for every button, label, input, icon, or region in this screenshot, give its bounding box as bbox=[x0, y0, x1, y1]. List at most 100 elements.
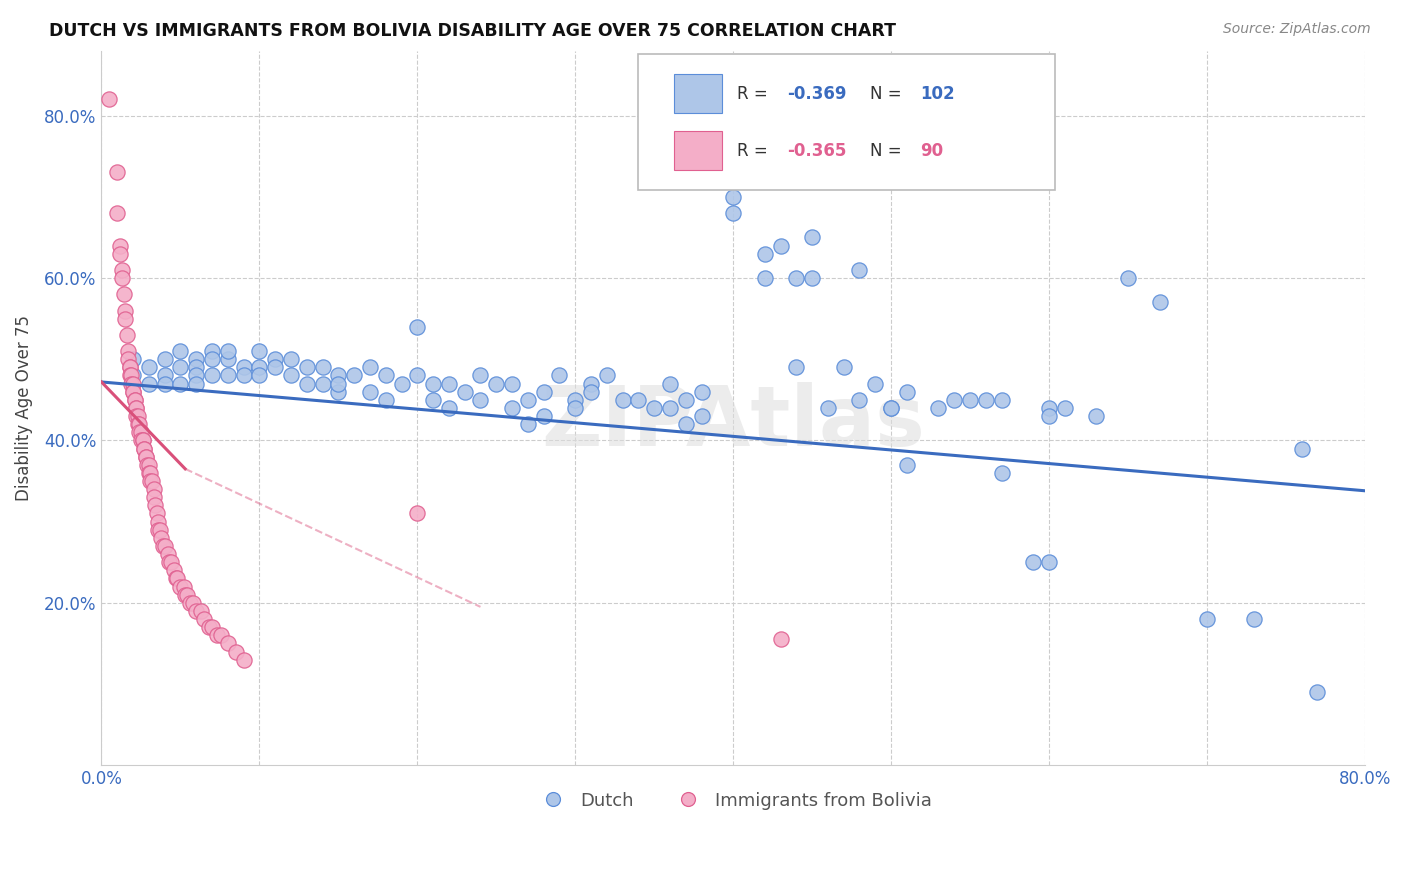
Point bbox=[1053, 401, 1076, 415]
Point bbox=[848, 392, 870, 407]
Point bbox=[801, 230, 824, 244]
Point bbox=[156, 547, 179, 561]
Point bbox=[111, 263, 134, 277]
Point bbox=[579, 384, 602, 399]
Point bbox=[132, 442, 155, 456]
Point bbox=[659, 376, 682, 391]
Point bbox=[125, 409, 148, 423]
Point bbox=[596, 368, 619, 383]
Point bbox=[880, 401, 903, 415]
Point bbox=[122, 352, 145, 367]
Point bbox=[785, 360, 807, 375]
Point bbox=[111, 271, 134, 285]
Point bbox=[232, 360, 254, 375]
Point bbox=[769, 238, 792, 252]
Point bbox=[754, 271, 776, 285]
Point bbox=[122, 376, 145, 391]
Point bbox=[1243, 612, 1265, 626]
Point bbox=[141, 474, 163, 488]
Point bbox=[1038, 409, 1060, 423]
Point bbox=[311, 376, 333, 391]
Point bbox=[422, 392, 444, 407]
Point bbox=[225, 644, 247, 658]
Point bbox=[264, 352, 287, 367]
Point bbox=[217, 344, 239, 359]
Y-axis label: Disability Age Over 75: Disability Age Over 75 bbox=[15, 315, 32, 501]
Point bbox=[1038, 555, 1060, 569]
Point bbox=[785, 271, 807, 285]
Point bbox=[169, 360, 191, 375]
Point bbox=[186, 360, 208, 375]
Point bbox=[832, 360, 855, 375]
Point bbox=[181, 596, 204, 610]
Text: R =: R = bbox=[737, 142, 773, 160]
Point bbox=[1149, 295, 1171, 310]
Text: N =: N = bbox=[869, 85, 907, 103]
Point bbox=[754, 246, 776, 260]
Point bbox=[880, 401, 903, 415]
Point bbox=[247, 360, 270, 375]
Point bbox=[110, 246, 132, 260]
Point bbox=[974, 392, 997, 407]
Text: 90: 90 bbox=[920, 142, 943, 160]
Point bbox=[1022, 555, 1045, 569]
Point bbox=[548, 368, 571, 383]
Point bbox=[165, 571, 187, 585]
Point bbox=[150, 531, 173, 545]
Point bbox=[1085, 409, 1108, 423]
Point bbox=[769, 632, 792, 647]
Point bbox=[173, 580, 195, 594]
Point bbox=[359, 360, 381, 375]
Point bbox=[122, 368, 145, 383]
Point bbox=[142, 490, 165, 504]
Point bbox=[138, 376, 160, 391]
Point bbox=[135, 450, 157, 464]
Text: 102: 102 bbox=[920, 85, 955, 103]
Point bbox=[643, 401, 665, 415]
Point bbox=[896, 384, 918, 399]
Point bbox=[186, 376, 208, 391]
Point bbox=[280, 352, 302, 367]
Point bbox=[990, 466, 1012, 480]
Point bbox=[328, 368, 350, 383]
Point bbox=[1291, 442, 1313, 456]
Point bbox=[98, 92, 121, 106]
Point bbox=[579, 376, 602, 391]
Point bbox=[690, 409, 713, 423]
Point bbox=[148, 515, 170, 529]
Point bbox=[169, 580, 191, 594]
FancyBboxPatch shape bbox=[673, 74, 721, 113]
Point bbox=[675, 392, 697, 407]
Point bbox=[1038, 401, 1060, 415]
Point bbox=[135, 450, 157, 464]
Point bbox=[406, 368, 429, 383]
Point bbox=[163, 563, 186, 577]
Point bbox=[118, 368, 141, 383]
Text: N =: N = bbox=[869, 142, 907, 160]
Point bbox=[564, 392, 586, 407]
Point bbox=[122, 384, 145, 399]
Point bbox=[148, 523, 170, 537]
Point bbox=[328, 376, 350, 391]
Point bbox=[186, 352, 208, 367]
Point bbox=[131, 434, 153, 448]
Point bbox=[817, 401, 839, 415]
Point bbox=[201, 352, 224, 367]
Point bbox=[533, 409, 555, 423]
Point bbox=[190, 604, 212, 618]
Point bbox=[516, 392, 538, 407]
Point bbox=[627, 392, 650, 407]
Point bbox=[612, 392, 634, 407]
Text: DUTCH VS IMMIGRANTS FROM BOLIVIA DISABILITY AGE OVER 75 CORRELATION CHART: DUTCH VS IMMIGRANTS FROM BOLIVIA DISABIL… bbox=[49, 22, 896, 40]
Point bbox=[121, 376, 143, 391]
FancyBboxPatch shape bbox=[673, 131, 721, 170]
Point bbox=[152, 539, 174, 553]
Point bbox=[990, 392, 1012, 407]
Point bbox=[406, 319, 429, 334]
Point bbox=[193, 612, 215, 626]
Point bbox=[280, 368, 302, 383]
Text: Source: ZipAtlas.com: Source: ZipAtlas.com bbox=[1223, 22, 1371, 37]
Point bbox=[247, 344, 270, 359]
Point bbox=[128, 425, 150, 440]
Point bbox=[124, 392, 146, 407]
